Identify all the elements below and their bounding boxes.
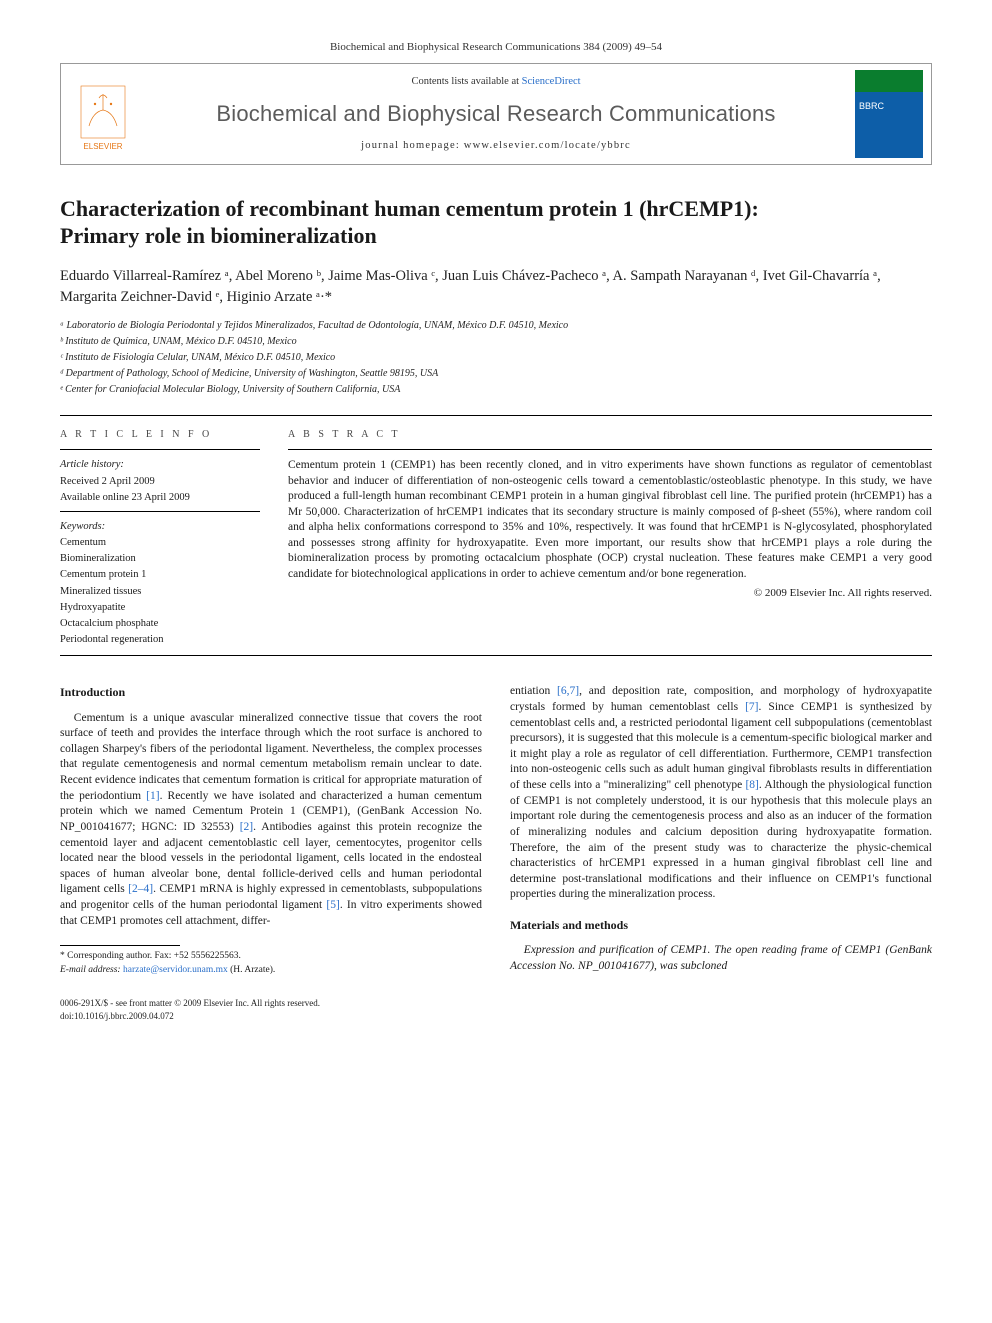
keyword: Mineralized tissues: [60, 585, 260, 599]
email-owner: (H. Arzate).: [230, 965, 275, 975]
journal-cover-thumb: [855, 70, 923, 158]
keyword: Periodontal regeneration: [60, 633, 260, 647]
sciencedirect-link[interactable]: ScienceDirect: [522, 76, 581, 87]
masthead-box: ELSEVIER Contents lists available at Sci…: [60, 63, 932, 165]
abstract-copyright: © 2009 Elsevier Inc. All rights reserved…: [288, 586, 932, 601]
masthead-center: Contents lists available at ScienceDirec…: [147, 75, 845, 153]
abstract-column: A B S T R A C T Cementum protein 1 (CEMP…: [288, 428, 932, 649]
email-label: E-mail address:: [60, 965, 121, 975]
journal-name: Biochemical and Biophysical Research Com…: [147, 99, 845, 129]
section-heading-introduction: Introduction: [60, 684, 482, 700]
keywords-label: Keywords:: [60, 520, 260, 534]
corresponding-email-link[interactable]: harzate@servidor.unam.mx: [123, 965, 228, 975]
corresponding-author: * Corresponding author. Fax: +52 5556225…: [60, 950, 482, 977]
affiliation: ᵃ Laboratorio de Biología Periodontal y …: [60, 318, 932, 333]
divider: [288, 449, 932, 450]
keyword: Octacalcium phosphate: [60, 617, 260, 631]
affiliations: ᵃ Laboratorio de Biología Periodontal y …: [60, 318, 932, 397]
intro-paragraph: Cementum is a unique avascular mineraliz…: [60, 711, 482, 930]
keyword: Cementum protein 1: [60, 568, 260, 582]
divider: [60, 449, 260, 450]
mm-paragraph: Expression and purification of CEMP1. Th…: [510, 943, 932, 974]
affiliation: ᵉ Center for Craniofacial Molecular Biol…: [60, 382, 932, 397]
page-footer: 0006-291X/$ - see front matter © 2009 El…: [60, 997, 932, 1022]
divider: [60, 415, 932, 416]
corresponding-note: * Corresponding author. Fax: +52 5556225…: [60, 950, 482, 963]
mm-runin: Expression and purification of CEMP1. Th…: [510, 944, 932, 972]
article-info-column: A R T I C L E I N F O Article history: R…: [60, 428, 260, 649]
keyword: Cementum: [60, 536, 260, 550]
divider: [60, 511, 260, 512]
keyword: Hydroxyapatite: [60, 601, 260, 615]
elsevier-logo: ELSEVIER: [69, 75, 137, 153]
keyword: Biomineralization: [60, 552, 260, 566]
article-info-head: A R T I C L E I N F O: [60, 428, 260, 442]
publisher-name: ELSEVIER: [83, 142, 122, 153]
affiliation: ᶜ Instituto de Fisiología Celular, UNAM,…: [60, 350, 932, 365]
section-heading-materials: Materials and methods: [510, 917, 932, 933]
contents-available-line: Contents lists available at ScienceDirec…: [147, 75, 845, 89]
history-label: Article history:: [60, 458, 260, 472]
journal-homepage: journal homepage: www.elsevier.com/locat…: [147, 139, 845, 153]
body-columns: Introduction Cementum is a unique avascu…: [60, 684, 932, 977]
author-list: Eduardo Villarreal-Ramírez ᵃ, Abel Moren…: [60, 266, 932, 308]
affiliation: ᵈ Department of Pathology, School of Med…: [60, 366, 932, 381]
intro-paragraph-cont: entiation [6,7], and deposition rate, co…: [510, 684, 932, 903]
abstract-head: A B S T R A C T: [288, 428, 932, 442]
running-header: Biochemical and Biophysical Research Com…: [60, 40, 932, 55]
article-title: Characterization of recombinant human ce…: [60, 195, 932, 250]
abstract-text: Cementum protein 1 (CEMP1) has been rece…: [288, 458, 932, 582]
affiliation: ᵇ Instituto de Química, UNAM, México D.F…: [60, 334, 932, 349]
footnote-divider: [60, 945, 180, 946]
doi-line: doi:10.1016/j.bbrc.2009.04.072: [60, 1010, 932, 1023]
front-matter-line: 0006-291X/$ - see front matter © 2009 El…: [60, 997, 932, 1010]
divider: [60, 655, 932, 656]
received-date: Received 2 April 2009: [60, 475, 260, 489]
available-date: Available online 23 April 2009: [60, 491, 260, 505]
